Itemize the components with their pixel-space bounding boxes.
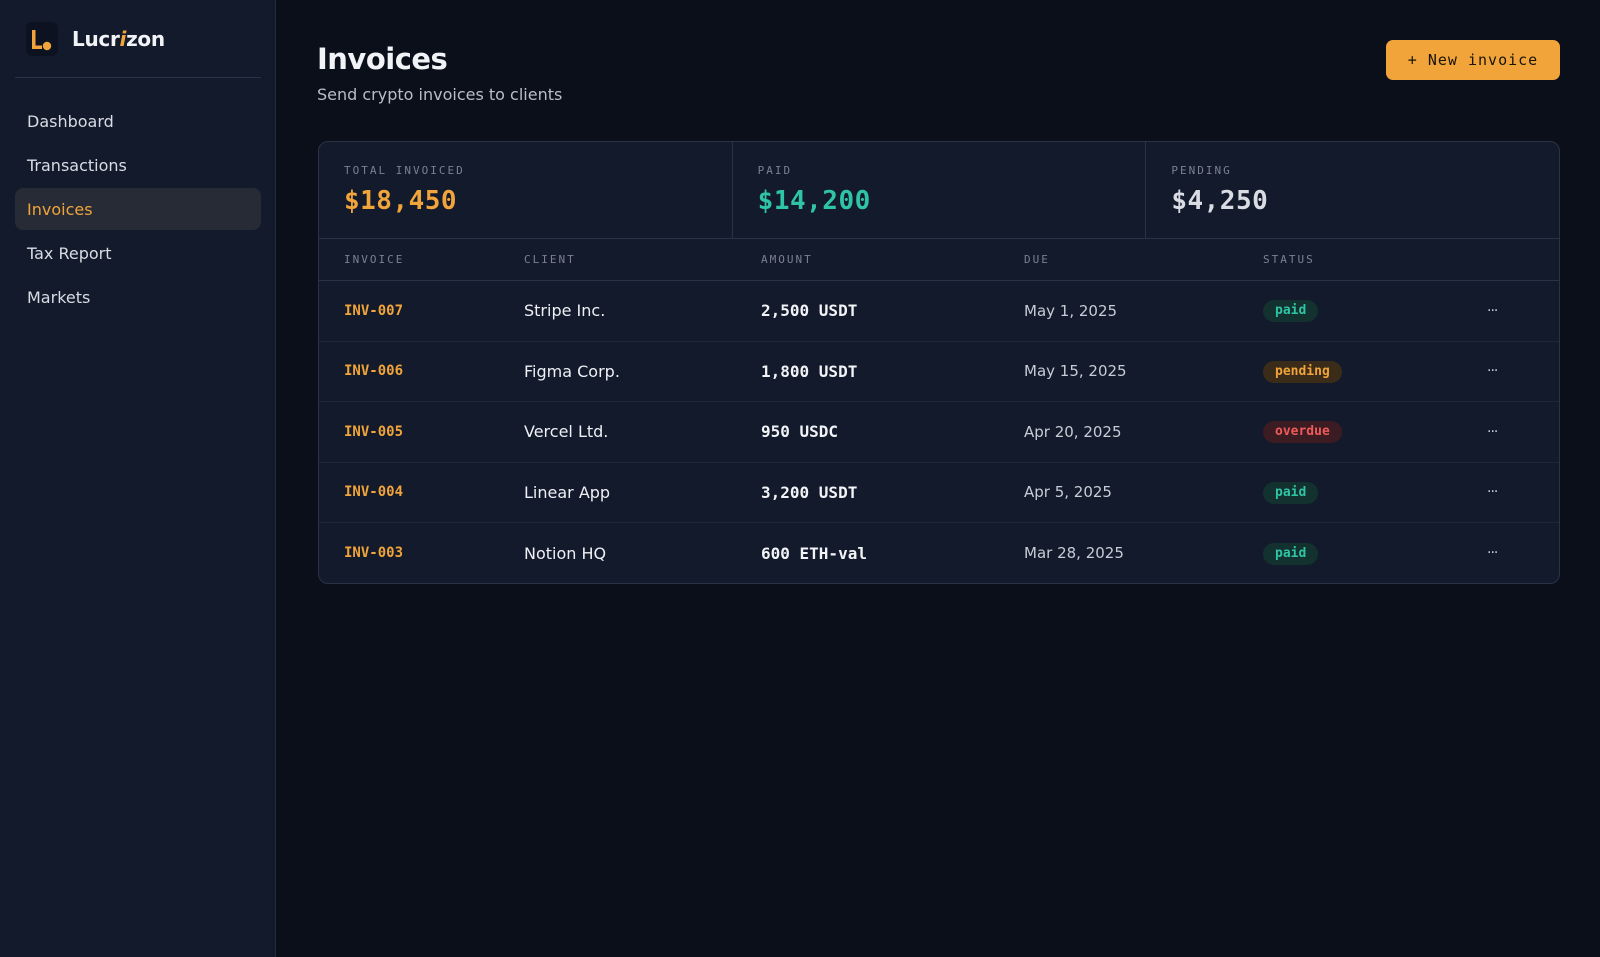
table-row[interactable]: INV-006 Figma Corp. 1,800 USDT May 15, 2… <box>319 342 1559 402</box>
stat-total-invoiced: TOTAL INVOICED $18,450 <box>319 142 733 238</box>
sidebar-item-invoices[interactable]: Invoices <box>15 188 261 230</box>
new-invoice-button[interactable]: + New invoice <box>1386 40 1560 80</box>
invoice-amount: 950 USDC <box>761 422 839 442</box>
due-date: Mar 28, 2025 <box>1024 544 1124 563</box>
column-header-invoice[interactable]: INVOICE <box>344 253 405 266</box>
page-subtitle: Send crypto invoices to clients <box>317 85 563 104</box>
status-cell: pending <box>1263 360 1342 383</box>
stat-value: $18,450 <box>344 186 458 216</box>
stat-label: TOTAL INVOICED <box>344 164 465 177</box>
lucrizon-logo-icon <box>26 22 58 56</box>
sidebar-nav: Dashboard Transactions Invoices Tax Repo… <box>15 100 261 320</box>
invoice-amount: 1,800 USDT <box>761 361 858 381</box>
client-name: Linear App <box>524 482 611 502</box>
stat-value: $4,250 <box>1171 186 1269 216</box>
due-date: Apr 20, 2025 <box>1024 422 1122 441</box>
sidebar-item-tax-report[interactable]: Tax Report <box>27 243 112 263</box>
table-body: INV-007 Stripe Inc. 2,500 USDT May 1, 20… <box>319 281 1559 583</box>
invoice-id[interactable]: INV-003 <box>344 545 404 562</box>
brand-name: Lucrizon <box>72 27 165 51</box>
main-content: Invoices Send crypto invoices to clients… <box>276 0 1600 957</box>
invoices-card: TOTAL INVOICED $18,450 PAID $14,200 PEND… <box>318 141 1560 584</box>
brand[interactable]: Lucrizon <box>26 22 165 56</box>
status-badge: overdue <box>1263 421 1342 444</box>
invoice-id[interactable]: INV-006 <box>344 363 404 380</box>
stats-row: TOTAL INVOICED $18,450 PAID $14,200 PEND… <box>319 142 1559 239</box>
more-options-icon[interactable]: ··· <box>1487 484 1498 501</box>
table-row[interactable]: INV-004 Linear App 3,200 USDT Apr 5, 202… <box>319 463 1559 523</box>
invoice-amount: 600 ETH-val <box>761 543 867 563</box>
status-cell: paid <box>1263 481 1319 504</box>
stat-pending: PENDING $4,250 <box>1146 142 1559 238</box>
column-header-client[interactable]: CLIENT <box>524 253 576 266</box>
table-row[interactable]: INV-005 Vercel Ltd. 950 USDC Apr 20, 202… <box>319 402 1559 463</box>
status-cell: paid <box>1263 542 1319 565</box>
stat-paid: PAID $14,200 <box>733 142 1147 238</box>
column-header-amount[interactable]: AMOUNT <box>761 253 813 266</box>
more-options-icon[interactable]: ··· <box>1487 363 1498 380</box>
table-row[interactable]: INV-003 Notion HQ 600 ETH-val Mar 28, 20… <box>319 523 1559 583</box>
invoice-id[interactable]: INV-005 <box>344 423 404 440</box>
status-badge: paid <box>1263 542 1319 565</box>
stat-value: $14,200 <box>757 186 871 216</box>
due-date: Apr 5, 2025 <box>1024 483 1112 502</box>
client-name: Stripe Inc. <box>524 301 606 321</box>
invoice-id[interactable]: INV-004 <box>344 484 404 501</box>
status-badge: pending <box>1263 360 1342 383</box>
client-name: Notion HQ <box>524 543 607 563</box>
more-options-icon[interactable]: ··· <box>1487 545 1498 562</box>
due-date: May 1, 2025 <box>1024 301 1118 320</box>
column-header-status[interactable]: STATUS <box>1263 253 1315 266</box>
stat-label: PENDING <box>1171 164 1232 177</box>
status-cell: overdue <box>1263 420 1342 444</box>
sidebar-item-markets[interactable]: Markets <box>27 287 91 307</box>
stat-label: PAID <box>757 164 793 177</box>
due-date: May 15, 2025 <box>1024 362 1127 381</box>
status-badge: paid <box>1263 300 1319 323</box>
column-header-due[interactable]: DUE <box>1024 253 1050 266</box>
client-name: Figma Corp. <box>524 361 620 381</box>
invoice-amount: 2,500 USDT <box>761 301 858 321</box>
invoice-id[interactable]: INV-007 <box>344 302 404 319</box>
brand-divider <box>15 77 261 78</box>
more-options-icon[interactable]: ··· <box>1487 302 1498 319</box>
table-row[interactable]: INV-007 Stripe Inc. 2,500 USDT May 1, 20… <box>319 281 1559 342</box>
sidebar: Lucrizon Dashboard Transactions Invoices… <box>0 0 276 957</box>
sidebar-item-dashboard[interactable]: Dashboard <box>27 111 114 131</box>
page-title: Invoices <box>317 42 448 76</box>
status-badge: paid <box>1263 481 1319 504</box>
status-cell: paid <box>1263 299 1319 323</box>
sidebar-item-transactions[interactable]: Transactions <box>27 155 127 175</box>
more-options-icon[interactable]: ··· <box>1487 423 1498 440</box>
table-header: INVOICE CLIENT AMOUNT DUE STATUS <box>319 239 1559 281</box>
client-name: Vercel Ltd. <box>524 422 609 442</box>
invoice-amount: 3,200 USDT <box>761 482 858 502</box>
